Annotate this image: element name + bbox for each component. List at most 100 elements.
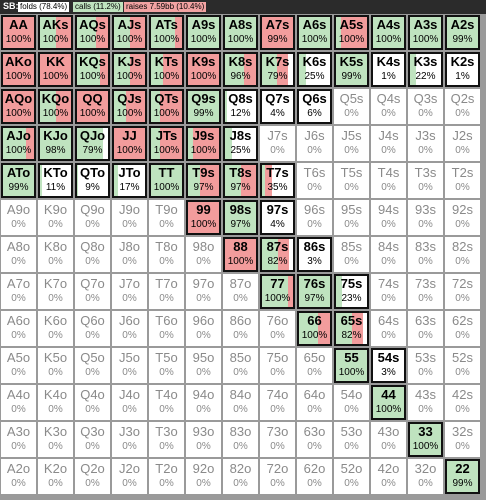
hand-cell-j4s[interactable]: J4s 0% [371,126,406,161]
hand-cell-tt[interactable]: TT 100% [149,163,184,198]
hand-cell-a5o[interactable]: A5o 0% [1,348,36,383]
hand-cell-qq[interactable]: QQ 100% [75,89,110,124]
hand-cell-jto[interactable]: JTo 17% [112,163,147,198]
hand-cell-q3o[interactable]: Q3o 0% [75,422,110,457]
hand-cell-j6o[interactable]: J6o 0% [112,311,147,346]
hand-cell-k5o[interactable]: K5o 0% [38,348,73,383]
hand-cell-92o[interactable]: 92o 0% [186,459,221,494]
hand-cell-a4o[interactable]: A4o 0% [1,385,36,420]
hand-cell-33[interactable]: 33 100% [408,422,443,457]
hand-cell-q6o[interactable]: Q6o 0% [75,311,110,346]
hand-cell-65o[interactable]: 65o 0% [297,348,332,383]
hand-cell-43o[interactable]: 43o 0% [371,422,406,457]
hand-cell-83o[interactable]: 83o 0% [223,422,258,457]
hand-cell-q4o[interactable]: Q4o 0% [75,385,110,420]
hand-cell-74o[interactable]: 74o 0% [260,385,295,420]
hand-cell-j9o[interactable]: J9o 0% [112,200,147,235]
hand-cell-t5s[interactable]: T5s 0% [334,163,369,198]
hand-cell-84s[interactable]: 84s 0% [371,237,406,272]
hand-cell-t8s[interactable]: T8s 97% [223,163,258,198]
hand-cell-k7s[interactable]: K7s 79% [260,52,295,87]
hand-cell-ato[interactable]: ATo 99% [1,163,36,198]
hand-cell-t3o[interactable]: T3o 0% [149,422,184,457]
hand-cell-qto[interactable]: QTo 9% [75,163,110,198]
hand-cell-k6s[interactable]: K6s 25% [297,52,332,87]
hand-cell-87o[interactable]: 87o 0% [223,274,258,309]
hand-cell-j6s[interactable]: J6s 0% [297,126,332,161]
hand-cell-q5o[interactable]: Q5o 0% [75,348,110,383]
hand-cell-t9s[interactable]: T9s 97% [186,163,221,198]
hand-cell-kjs[interactable]: KJs 100% [112,52,147,87]
hand-cell-84o[interactable]: 84o 0% [223,385,258,420]
hand-cell-kjo[interactable]: KJo 98% [38,126,73,161]
hand-cell-63o[interactable]: 63o 0% [297,422,332,457]
hand-cell-ats[interactable]: ATs 100% [149,15,184,50]
hand-cell-jts[interactable]: JTs 100% [149,126,184,161]
hand-cell-a5s[interactable]: A5s 100% [334,15,369,50]
hand-cell-92s[interactable]: 92s 0% [445,200,480,235]
hand-cell-k7o[interactable]: K7o 0% [38,274,73,309]
hand-cell-t9o[interactable]: T9o 0% [149,200,184,235]
hand-cell-98s[interactable]: 98s 97% [223,200,258,235]
hand-cell-q8s[interactable]: Q8s 12% [223,89,258,124]
hand-cell-q7o[interactable]: Q7o 0% [75,274,110,309]
hand-cell-q2s[interactable]: Q2s 0% [445,89,480,124]
hand-cell-jj[interactable]: JJ 100% [112,126,147,161]
hand-cell-72o[interactable]: 72o 0% [260,459,295,494]
hand-cell-t2o[interactable]: T2o 0% [149,459,184,494]
hand-cell-53s[interactable]: 53s 0% [408,348,443,383]
hand-cell-32o[interactable]: 32o 0% [408,459,443,494]
hand-cell-k9s[interactable]: K9s 100% [186,52,221,87]
hand-cell-86s[interactable]: 86s 3% [297,237,332,272]
hand-cell-q9o[interactable]: Q9o 0% [75,200,110,235]
hand-cell-76s[interactable]: 76s 97% [297,274,332,309]
hand-cell-k2o[interactable]: K2o 0% [38,459,73,494]
hand-cell-52o[interactable]: 52o 0% [334,459,369,494]
hand-cell-qjs[interactable]: QJs 100% [112,89,147,124]
hand-cell-j4o[interactable]: J4o 0% [112,385,147,420]
hand-cell-a6o[interactable]: A6o 0% [1,311,36,346]
hand-cell-kqo[interactable]: KQo 100% [38,89,73,124]
hand-cell-aa[interactable]: AA 100% [1,15,36,50]
hand-cell-75s[interactable]: 75s 23% [334,274,369,309]
hand-cell-93o[interactable]: 93o 0% [186,422,221,457]
hand-cell-kts[interactable]: KTs 100% [149,52,184,87]
hand-cell-q3s[interactable]: Q3s 0% [408,89,443,124]
hand-cell-j7s[interactable]: J7s 0% [260,126,295,161]
hand-cell-j7o[interactable]: J7o 0% [112,274,147,309]
hand-cell-k3o[interactable]: K3o 0% [38,422,73,457]
hand-cell-q7s[interactable]: Q7s 4% [260,89,295,124]
hand-cell-62s[interactable]: 62s 0% [445,311,480,346]
hand-cell-86o[interactable]: 86o 0% [223,311,258,346]
hand-cell-53o[interactable]: 53o 0% [334,422,369,457]
hand-cell-95s[interactable]: 95s 0% [334,200,369,235]
hand-cell-52s[interactable]: 52s 0% [445,348,480,383]
hand-cell-k8s[interactable]: K8s 96% [223,52,258,87]
hand-cell-43s[interactable]: 43s 0% [408,385,443,420]
hand-cell-k5s[interactable]: K5s 99% [334,52,369,87]
hand-cell-t5o[interactable]: T5o 0% [149,348,184,383]
hand-cell-t6o[interactable]: T6o 0% [149,311,184,346]
hand-cell-a8o[interactable]: A8o 0% [1,237,36,272]
hand-cell-a6s[interactable]: A6s 100% [297,15,332,50]
hand-cell-85s[interactable]: 85s 0% [334,237,369,272]
hand-cell-32s[interactable]: 32s 0% [445,422,480,457]
hand-cell-83s[interactable]: 83s 0% [408,237,443,272]
hand-cell-t4o[interactable]: T4o 0% [149,385,184,420]
hand-cell-44[interactable]: 44 100% [371,385,406,420]
hand-cell-99[interactable]: 99 100% [186,200,221,235]
hand-cell-ako[interactable]: AKo 100% [1,52,36,87]
hand-cell-a2s[interactable]: A2s 99% [445,15,480,50]
hand-cell-kqs[interactable]: KQs 100% [75,52,110,87]
hand-cell-ajs[interactable]: AJs 100% [112,15,147,50]
hand-cell-t4s[interactable]: T4s 0% [371,163,406,198]
hand-cell-t6s[interactable]: T6s 0% [297,163,332,198]
hand-cell-96o[interactable]: 96o 0% [186,311,221,346]
hand-cell-k4s[interactable]: K4s 1% [371,52,406,87]
hand-cell-k4o[interactable]: K4o 0% [38,385,73,420]
hand-cell-96s[interactable]: 96s 0% [297,200,332,235]
hand-cell-42o[interactable]: 42o 0% [371,459,406,494]
hand-cell-k3s[interactable]: K3s 22% [408,52,443,87]
hand-cell-aqs[interactable]: AQs 100% [75,15,110,50]
hand-cell-64o[interactable]: 64o 0% [297,385,332,420]
